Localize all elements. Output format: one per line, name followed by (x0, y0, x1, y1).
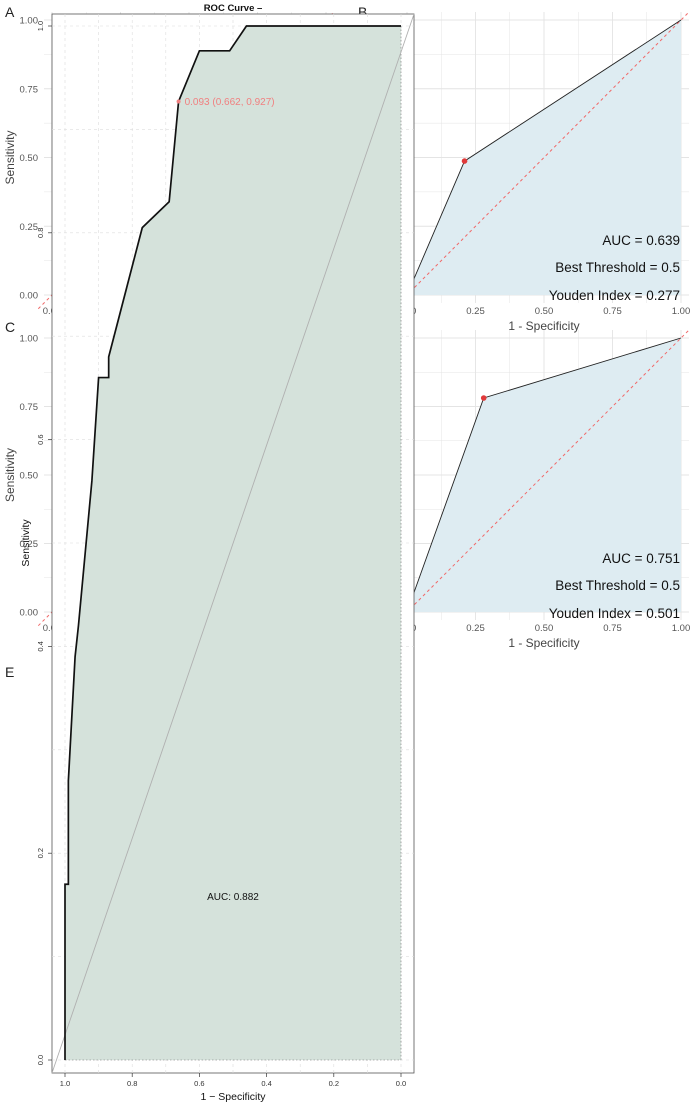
x-tick-label: 0.6 (194, 1079, 204, 1088)
y-tick-label: 0.50 (20, 471, 39, 482)
threshold-annotation: Best Threshold = 0.5 (555, 260, 680, 275)
y-tick-label: 0.8 (36, 228, 45, 238)
best-threshold-point (176, 99, 181, 104)
panel-label: E (5, 664, 14, 680)
y-tick-label: 0.00 (20, 608, 39, 619)
x-axis-title: 1 − Specificity (200, 1091, 266, 1103)
x-axis-title: 1 - Specificity (508, 636, 579, 650)
x-tick-label: 0.8 (127, 1079, 137, 1088)
best-threshold-point (480, 395, 487, 401)
youden-annotation: Youden Index = 0.277 (549, 288, 680, 303)
y-tick-label: 0.25 (20, 539, 39, 550)
auc-annotation: AUC = 0.639 (602, 233, 680, 248)
x-tick-label: 0.75 (603, 623, 622, 634)
x-tick-label: 0.2 (329, 1079, 339, 1088)
x-tick-label: 0.25 (466, 623, 485, 634)
y-tick-label: 0.4 (36, 641, 45, 651)
auc-annotation: AUC = 0.751 (602, 551, 680, 566)
y-tick-label: 0.6 (36, 434, 45, 444)
x-tick-label: 0.4 (261, 1079, 271, 1088)
panel-label: C (5, 319, 15, 335)
y-tick-label: 0.0 (36, 1055, 45, 1065)
y-tick-label: 0.75 (20, 84, 39, 95)
y-tick-label: 1.0 (36, 21, 45, 31)
panel-label: B (358, 4, 367, 20)
y-axis-title: Sensitivity (20, 519, 32, 567)
x-tick-label: 1.0 (60, 1079, 70, 1088)
x-tick-label: 0.25 (466, 306, 485, 317)
y-axis-title: Sensitivity (3, 130, 17, 184)
best-threshold-label: 0.093 (0.662, 0.927) (185, 97, 275, 108)
x-tick-label: 0.50 (535, 623, 554, 634)
panel-label: A (5, 4, 15, 20)
x-tick-label: 0.75 (603, 306, 622, 317)
reference-diagonal (392, 329, 690, 627)
chart-title: ROC Curve – (204, 3, 263, 14)
best-threshold-point (461, 158, 468, 164)
y-tick-label: 0.00 (20, 291, 39, 302)
reference-diagonal (392, 11, 690, 310)
roc-curve (64, 25, 401, 1060)
y-tick-label: 0.2 (36, 848, 45, 858)
threshold-annotation: Best Threshold = 0.5 (555, 578, 680, 593)
x-tick-label: 1.00 (672, 306, 691, 317)
y-tick-label: 0.75 (20, 402, 39, 413)
y-tick-label: 0.50 (20, 153, 39, 164)
x-tick-label: 0.50 (535, 306, 554, 317)
y-tick-label: 1.00 (20, 334, 39, 345)
y-tick-label: 0.25 (20, 222, 39, 233)
y-axis-title: Sensitivity (3, 448, 17, 502)
reference-diagonal (51, 13, 415, 1074)
panel-e: E ROC Curve – 0.093 (0.662, 0.927) AUC: 0.8… (5, 3, 415, 1103)
auc-label: AUC: 0.882 (207, 892, 259, 903)
youden-annotation: Youden Index = 0.501 (549, 606, 680, 621)
y-tick-label: 1.00 (20, 16, 39, 27)
x-tick-label: 1.00 (672, 623, 691, 634)
x-axis-title: 1 - Specificity (508, 319, 579, 333)
x-tick-label: 0.0 (396, 1079, 406, 1088)
